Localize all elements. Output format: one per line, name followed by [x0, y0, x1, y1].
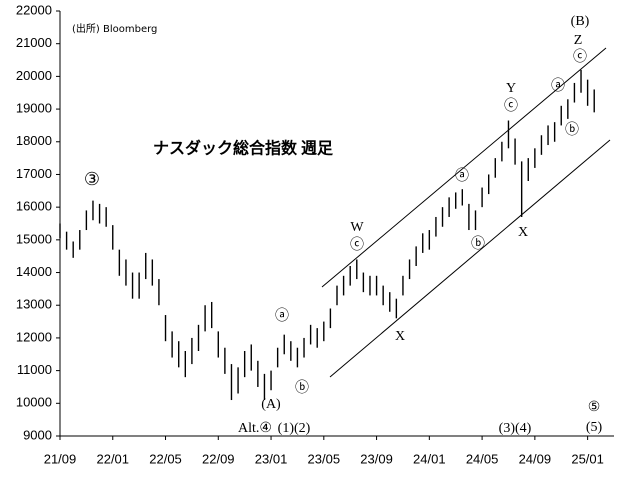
wave-label: ⓒ [504, 98, 518, 114]
y-tick-label: 11000 [17, 362, 52, 377]
y-tick-label: 15000 [16, 231, 52, 246]
wave-label: ⑤ [588, 400, 601, 415]
x-tick-label: 23/05 [308, 451, 341, 466]
wave-label: (1)(2) [278, 421, 311, 436]
wave-label: Alt.④ [238, 421, 272, 436]
annotations: ③ ⓐ ⓑ (A) Alt.④ (1)(2) W ⓒ X ⓐ ⓑ Y ⓒ X ⓐ… [84, 14, 603, 436]
x-tick-label: 24/01 [413, 451, 446, 466]
x-tick-label: 21/09 [44, 451, 77, 466]
wave-label: Y [506, 81, 516, 96]
wave-label: ⓒ [350, 237, 364, 253]
wave-label: X [518, 225, 528, 240]
y-tick-label: 22000 [16, 2, 52, 17]
x-tick-label: 22/01 [96, 451, 129, 466]
x-tick-label: 22/09 [202, 451, 235, 466]
y-tick-label: 20000 [16, 68, 52, 83]
wave-label: ⓒ [573, 49, 587, 65]
chart-title: ナスダック総合指数 週足 [153, 139, 334, 158]
y-tick-label: 16000 [16, 199, 52, 214]
y-tick-label: 19000 [16, 101, 52, 116]
x-tick-label: 23/01 [255, 451, 288, 466]
y-tick-label: 21000 [16, 35, 52, 50]
wave-label: ⓐ [455, 168, 469, 184]
wave-label: ⓐ [551, 78, 565, 94]
x-tick-label: 22/05 [149, 451, 182, 466]
y-tick-label: 17000 [16, 166, 52, 181]
wave-label: W [350, 220, 364, 235]
wave-label: ⓑ [565, 122, 579, 138]
x-tick-label: 24/05 [466, 451, 499, 466]
x-tick-label: 24/09 [519, 451, 552, 466]
x-tick-label: 23/09 [360, 451, 393, 466]
wave-label: ⓐ [275, 308, 289, 324]
y-tick-label: 18000 [16, 133, 52, 148]
y-tick-label: 12000 [16, 329, 52, 344]
x-tick-label: 25/01 [571, 451, 604, 466]
channel-line [329, 139, 611, 378]
y-tick-label: 14000 [16, 264, 52, 279]
y-tick-label: 9000 [23, 427, 52, 442]
wave-label: (3)(4) [499, 421, 532, 436]
wave-label: ⓑ [295, 380, 309, 396]
wave-label: (B) [571, 14, 590, 29]
y-tick-label: 10000 [16, 395, 52, 410]
wave-label: ③ [84, 169, 100, 189]
channel-line [321, 47, 607, 288]
wave-label: (5) [586, 420, 603, 435]
wave-label: ⓑ [471, 236, 485, 252]
wave-label: X [395, 329, 405, 344]
y-tick-label: 13000 [16, 297, 52, 312]
wave-label: Z [574, 33, 583, 48]
wave-label: (A) [261, 397, 281, 412]
source: (出所) Bloomberg [72, 22, 157, 35]
